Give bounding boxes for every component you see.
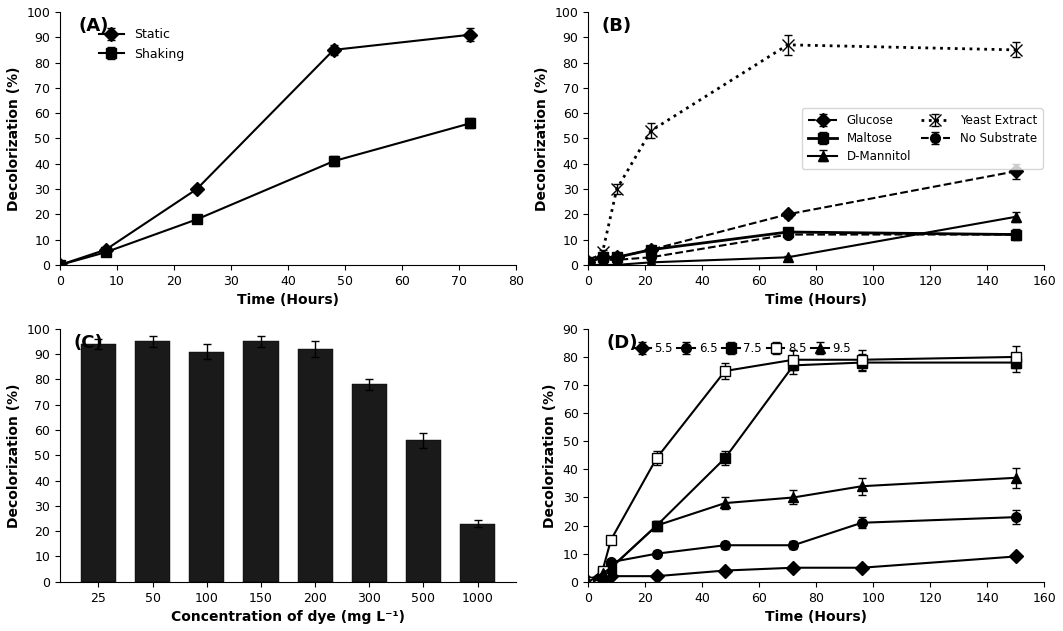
Legend: 5.5, 6.5, 7.5, 8.5, 9.5: 5.5, 6.5, 7.5, 8.5, 9.5 [630,340,854,358]
Bar [135,341,170,582]
Bar [243,341,279,582]
Y-axis label: Decolorization (%): Decolorization (%) [7,66,21,211]
Bar [298,349,333,582]
Bar [406,440,441,582]
Bar [460,524,495,582]
Bar [189,351,224,582]
Text: (A): (A) [79,17,108,35]
Text: (B): (B) [602,17,632,35]
X-axis label: Time (Hours): Time (Hours) [237,293,339,307]
X-axis label: Time (Hours): Time (Hours) [765,610,867,624]
Y-axis label: Decolorization (%): Decolorization (%) [535,66,550,211]
Y-axis label: Decolorization (%): Decolorization (%) [7,383,21,528]
Y-axis label: Decolorization (%): Decolorization (%) [543,383,557,528]
Text: (D): (D) [607,334,638,352]
X-axis label: Time (Hours): Time (Hours) [765,293,867,307]
Legend: Static, Shaking: Static, Shaking [94,23,189,66]
Text: (C): (C) [73,334,103,352]
Bar [352,384,387,582]
X-axis label: Concentration of dye (mg L⁻¹): Concentration of dye (mg L⁻¹) [171,610,405,624]
Legend: Glucose, Maltose, D-Mannitol, Yeast Extract, No Substrate: Glucose, Maltose, D-Mannitol, Yeast Extr… [802,109,1043,168]
Bar [81,344,116,582]
